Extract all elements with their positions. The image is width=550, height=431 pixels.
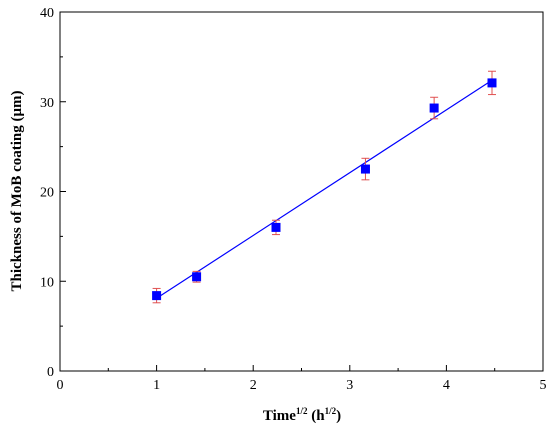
- x-tick-label: 5: [540, 378, 547, 393]
- x-tick-label: 0: [57, 378, 64, 393]
- data-point: [271, 222, 281, 232]
- x-tick-label: 1: [153, 378, 160, 393]
- x-axis-title-unit-open: (h: [307, 408, 325, 424]
- data-point: [152, 291, 162, 301]
- data-point: [192, 272, 202, 282]
- y-tick-label: 20: [40, 186, 54, 201]
- x-tick-label: 4: [443, 378, 450, 393]
- y-tick-label: 10: [40, 275, 54, 290]
- y-tick-label: 0: [47, 365, 54, 380]
- y-axis-title: Thickness of MoB coating (μm): [9, 90, 25, 291]
- data-points-layer: [152, 78, 497, 301]
- data-point: [487, 78, 497, 88]
- x-tick-label: 2: [250, 378, 257, 393]
- fit-line: [156, 79, 493, 299]
- x-axis-ticks: 0 1 2 3 4 5: [57, 365, 547, 393]
- x-axis-title-main: Time: [263, 408, 296, 424]
- x-axis-title: Time1/2 (h1/2): [263, 406, 341, 424]
- fit-line-layer: [156, 79, 493, 299]
- x-axis-title-unit-sup: 1/2: [325, 406, 337, 416]
- y-tick-label: 40: [40, 6, 54, 21]
- data-point: [429, 103, 439, 113]
- y-axis-ticks: 0 10 20 30 40: [40, 6, 66, 380]
- plot-border: [59, 11, 544, 372]
- plot-frame: [59, 11, 544, 372]
- y-tick-label: 30: [40, 96, 54, 111]
- data-point: [360, 164, 370, 174]
- x-tick-label: 3: [346, 378, 353, 393]
- x-axis-title-unit-close: ): [336, 408, 341, 424]
- x-axis-title-main-sup: 1/2: [296, 406, 308, 416]
